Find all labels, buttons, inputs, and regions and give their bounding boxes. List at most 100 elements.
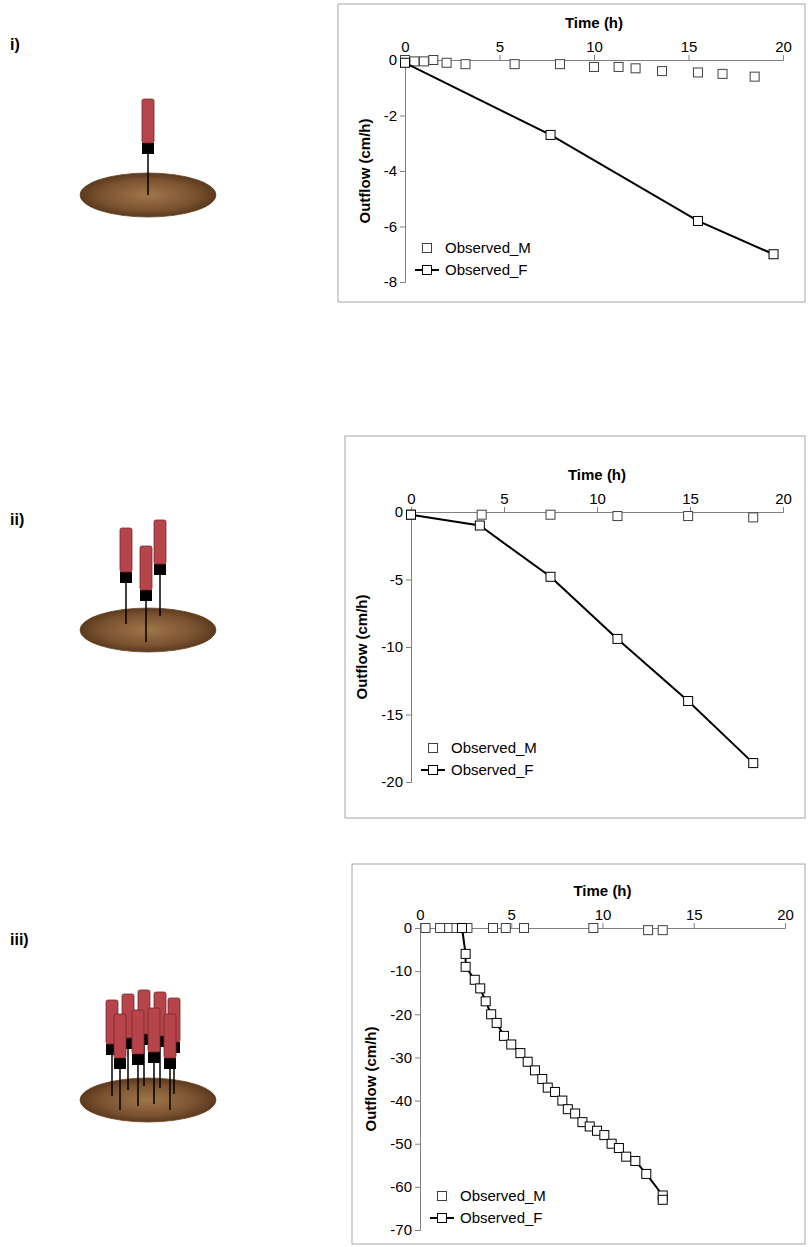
y-tick-mark <box>406 580 411 581</box>
marker <box>749 513 758 522</box>
legend-entry: Observed_F <box>415 261 528 278</box>
sensor-band <box>164 1058 176 1069</box>
sensor-band <box>148 1052 160 1063</box>
y-axis: 0-10-20-30-40-50-60-70 <box>390 919 420 1238</box>
sensor-rod <box>159 574 161 616</box>
x-tick-mark <box>785 923 786 928</box>
legend-marker <box>438 1192 447 1201</box>
marker <box>461 949 470 958</box>
legend-entry: Observed_F <box>430 1209 543 1226</box>
y-tick: -10 <box>381 638 411 655</box>
y-tick: -2 <box>384 107 405 124</box>
sensor-tube <box>132 1010 144 1054</box>
x-tick-label: 20 <box>775 38 792 55</box>
sensor <box>164 1014 176 1110</box>
x-tick-label: 10 <box>586 38 603 55</box>
marker <box>476 984 485 993</box>
y-tick-mark <box>400 282 405 283</box>
x-axis-line <box>412 507 784 513</box>
sensor <box>148 1008 160 1104</box>
x-axis-title: Time (h) <box>573 882 631 899</box>
marker <box>613 512 622 521</box>
y-axis-title: Outflow (cm/h) <box>362 1027 379 1132</box>
marker <box>693 68 702 77</box>
sensor <box>114 1014 126 1110</box>
panel: ii)051015200-5-10-15-20Time (h)Outflow (… <box>10 436 805 818</box>
marker <box>429 56 438 65</box>
x-tick-mark <box>783 507 784 512</box>
x-tick-label: 5 <box>496 38 504 55</box>
x-tick-label: 15 <box>682 490 699 507</box>
y-tick: -70 <box>390 1221 420 1238</box>
sensor-rod <box>111 1054 113 1096</box>
x-tick-mark <box>689 55 690 60</box>
x-tick: 5 <box>500 490 508 512</box>
sensor-tube <box>148 1008 160 1052</box>
sensor <box>142 99 154 195</box>
marker <box>501 924 510 933</box>
y-tick: -60 <box>390 1178 420 1195</box>
y-axis: 0-5-10-15-20 <box>381 503 411 790</box>
marker <box>461 60 470 69</box>
marker <box>642 1169 651 1178</box>
y-tick: -20 <box>381 773 411 790</box>
panel-label: ii) <box>10 511 24 528</box>
sensor <box>154 520 166 616</box>
marker <box>631 64 640 73</box>
x-tick-label: 15 <box>686 906 703 923</box>
legend: Observed_MObserved_F <box>421 739 537 778</box>
sensor-tube <box>154 520 166 564</box>
marker <box>410 57 419 66</box>
x-axis: 05101520 <box>416 906 794 929</box>
y-tick: -8 <box>384 273 405 290</box>
x-tick-label: 15 <box>681 38 698 55</box>
x-tick-label: 10 <box>595 906 612 923</box>
y-tick-label: 0 <box>395 503 403 520</box>
sensor-tube <box>140 546 152 590</box>
marker <box>631 1156 640 1165</box>
marker <box>684 512 693 521</box>
y-tick-label: -30 <box>390 1049 412 1066</box>
marker <box>407 510 416 519</box>
legend-marker <box>423 244 432 253</box>
marker <box>461 962 470 971</box>
marker <box>436 924 445 933</box>
x-tick-mark <box>597 507 598 512</box>
sensor-rod <box>125 582 127 624</box>
marker <box>551 1087 560 1096</box>
marker <box>470 975 479 984</box>
x-tick: 20 <box>775 490 792 512</box>
plot-area <box>407 510 758 767</box>
sensor-rod <box>153 1062 155 1104</box>
y-tick-label: -20 <box>390 1006 412 1023</box>
marker <box>442 58 451 67</box>
sensor-icon <box>80 990 216 1122</box>
x-tick: 15 <box>682 490 699 512</box>
y-tick-label: -20 <box>381 773 403 790</box>
y-tick-label: 0 <box>389 51 397 68</box>
y-tick-label: -70 <box>390 1221 412 1238</box>
marker <box>600 1131 609 1140</box>
marker <box>613 634 622 643</box>
y-tick-label: -10 <box>390 962 412 979</box>
marker <box>622 1152 631 1161</box>
sensor-band <box>132 1054 144 1065</box>
marker <box>693 216 702 225</box>
legend: Observed_MObserved_F <box>415 239 531 278</box>
marker <box>487 1010 496 1019</box>
y-tick-label: -15 <box>381 706 403 723</box>
x-tick: 10 <box>589 490 606 512</box>
sensor-band <box>140 590 152 601</box>
legend-marker <box>429 744 438 753</box>
sensor-rod <box>147 153 149 195</box>
marker <box>457 924 466 933</box>
marker <box>546 510 555 519</box>
y-axis-line <box>406 513 412 783</box>
x-tick-mark <box>500 55 501 60</box>
marker <box>538 1075 547 1084</box>
y-tick: -40 <box>390 1092 420 1109</box>
y-tick: -6 <box>384 218 405 235</box>
y-tick: -50 <box>390 1135 420 1152</box>
marker <box>421 924 430 933</box>
y-axis-line <box>400 61 406 283</box>
